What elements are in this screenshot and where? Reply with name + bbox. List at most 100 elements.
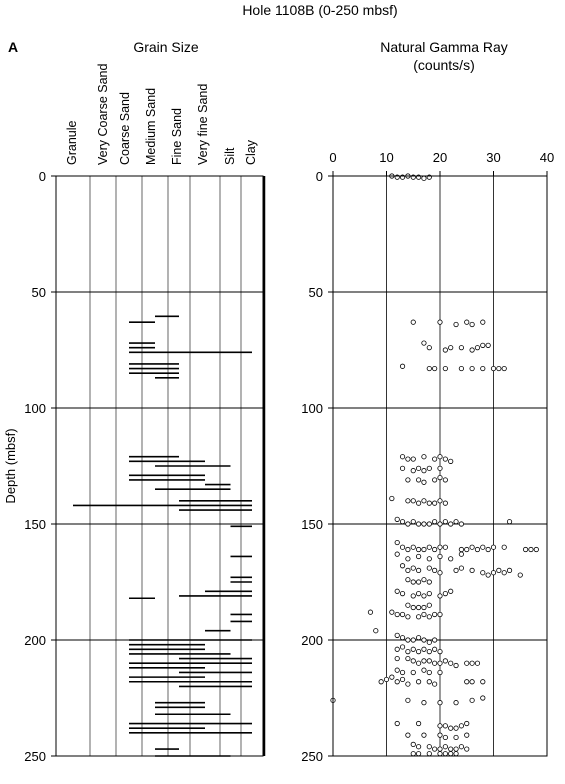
gamma-ray-point xyxy=(426,345,432,351)
gamma-ray-point xyxy=(480,679,486,685)
gamma-ray-point xyxy=(453,567,459,574)
gamma-ray-point xyxy=(389,495,395,502)
gamma-ray-point xyxy=(474,345,481,351)
gamma-ray-point xyxy=(469,567,475,574)
gamma-ray-point xyxy=(442,544,448,550)
gamma-ray-point xyxy=(437,660,443,666)
gamma-ray-point xyxy=(448,746,454,752)
grain-size-category-label: Coarse Sand xyxy=(118,92,132,165)
gamma-ray-point xyxy=(426,556,432,562)
gamma-ray-point xyxy=(415,553,422,560)
gamma-ray-point xyxy=(415,744,422,750)
gamma-ray-point xyxy=(410,456,416,462)
gamma-ray-point xyxy=(448,588,454,594)
gamma-ray-point xyxy=(426,602,432,608)
gamma-ray-point xyxy=(490,365,497,372)
gamma-ray-point xyxy=(410,637,416,643)
gamma-ray-point xyxy=(410,319,416,325)
gamma-ray-point xyxy=(453,725,459,731)
gamma-ray-point xyxy=(426,744,432,750)
gamma-ray-point xyxy=(437,611,443,618)
gamma-ray-point xyxy=(421,479,427,485)
gamma-ray-point xyxy=(442,519,448,525)
gamma-ray-point xyxy=(399,644,406,650)
gamma-ray-point xyxy=(426,365,432,372)
gamma-ray-title: Natural Gamma Ray xyxy=(380,39,508,55)
gamma-ray-point xyxy=(448,751,454,757)
gamma-ray-point xyxy=(442,456,448,462)
grain-size-category-label: Granule xyxy=(65,120,79,165)
gamma-ray-point xyxy=(437,570,443,576)
gamma-ray-point xyxy=(485,546,491,553)
gamma-ray-point xyxy=(410,604,416,611)
gamma-ray-point xyxy=(421,521,427,527)
gamma-ray-point xyxy=(442,734,448,741)
gamma-ray-point xyxy=(426,544,432,550)
gamma-ray-depth-tick-label: 250 xyxy=(301,749,323,764)
gamma-ray-point xyxy=(432,637,438,643)
gamma-ray-point xyxy=(437,544,443,550)
gamma-ray-x-ticks: 0 10 20 30 40 xyxy=(329,150,554,176)
gamma-ray-point xyxy=(442,723,448,729)
gamma-ray-point xyxy=(410,593,416,599)
gamma-ray-point xyxy=(448,521,454,527)
gamma-ray-point xyxy=(453,519,459,525)
gamma-ray-point xyxy=(415,521,422,527)
gamma-ray-point xyxy=(426,590,432,597)
grain-size-depth-ticks: 0 50 100 150 200 250 xyxy=(24,169,56,764)
gamma-ray-point xyxy=(442,347,448,353)
grain-size-depth-tick-label: 50 xyxy=(32,285,46,300)
gamma-ray-point xyxy=(394,539,400,546)
gamma-ray-point xyxy=(399,611,406,618)
panel-label: A xyxy=(8,39,18,55)
gamma-ray-point xyxy=(415,604,422,611)
gamma-ray-point xyxy=(399,363,406,369)
gamma-ray-point xyxy=(432,546,438,553)
gamma-ray-point xyxy=(432,681,438,687)
gamma-ray-point xyxy=(432,500,438,506)
gamma-ray-point xyxy=(394,667,400,673)
gamma-ray-point xyxy=(437,465,443,471)
gamma-ray-point xyxy=(432,746,438,752)
gamma-ray-point xyxy=(458,565,464,571)
gamma-ray-point xyxy=(437,521,443,527)
gamma-ray-point xyxy=(501,365,507,372)
gamma-ray-point xyxy=(474,546,481,553)
gamma-ray-point xyxy=(437,669,443,676)
gamma-ray-point xyxy=(464,319,470,325)
gamma-ray-point xyxy=(399,563,406,569)
depth-axis-label: Depth (mbsf) xyxy=(3,428,18,503)
gamma-ray-point xyxy=(442,477,448,483)
gamma-ray-point xyxy=(405,648,411,655)
gamma-ray-point xyxy=(485,342,491,348)
gamma-ray-point xyxy=(426,751,432,757)
gamma-ray-point xyxy=(399,635,406,641)
gamma-ray-point xyxy=(448,556,454,562)
gamma-ray-point xyxy=(421,611,427,618)
gamma-ray-point xyxy=(453,662,459,669)
gamma-ray-point xyxy=(464,746,470,752)
grain-size-panel: Grain Size Depth (mbsf) Granule Very Coar… xyxy=(3,39,266,764)
grain-size-category-label: Clay xyxy=(244,139,258,165)
gamma-ray-point xyxy=(437,746,443,752)
gamma-ray-point xyxy=(522,546,529,553)
gamma-ray-point xyxy=(464,720,470,727)
gamma-ray-point xyxy=(399,676,406,683)
gamma-ray-point xyxy=(421,732,427,738)
gamma-ray-point xyxy=(399,454,406,460)
gamma-ray-point xyxy=(426,679,432,685)
gamma-ray-point xyxy=(501,544,507,550)
gamma-ray-depth-ticks: 0 50 100 150 200 250 xyxy=(301,169,333,764)
gamma-ray-point xyxy=(389,609,395,615)
gamma-ray-point xyxy=(437,553,443,560)
gamma-ray-point xyxy=(432,456,438,462)
gamma-ray-point xyxy=(506,567,513,574)
gamma-ray-point xyxy=(405,546,411,553)
gamma-ray-point xyxy=(448,660,454,666)
gamma-ray-depth-tick-label: 150 xyxy=(301,517,323,532)
gamma-ray-point xyxy=(437,732,443,738)
gamma-ray-point xyxy=(394,632,400,638)
gamma-ray-point xyxy=(426,565,432,571)
gamma-ray-point xyxy=(415,679,422,685)
gamma-ray-point xyxy=(490,570,497,576)
